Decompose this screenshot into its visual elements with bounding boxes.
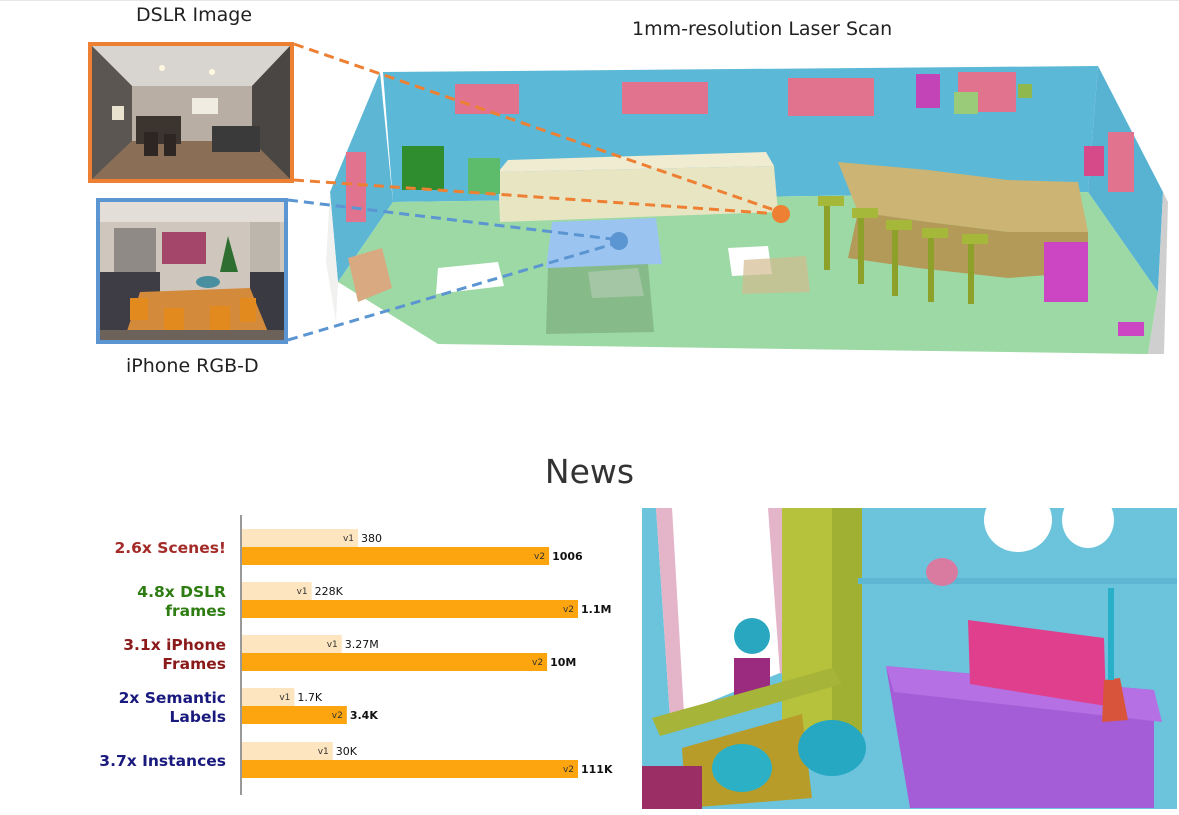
category-label-2-0: 3.1x iPhone: [123, 636, 226, 654]
scan-caption: 1mm-resolution Laser Scan: [632, 18, 893, 40]
bar-v2-1: [242, 600, 578, 618]
category-label-3-1: Labels: [170, 708, 226, 726]
bar-v1-series-label-4: v1: [318, 747, 329, 757]
bar-v2-2: [242, 653, 548, 671]
bar-v2-value-label-1: 1.1M: [581, 603, 611, 616]
category-label-2-1: Frames: [162, 655, 226, 673]
dslr-photo: [88, 42, 294, 183]
bar-v2-series-label-4: v2: [563, 765, 574, 775]
bar-v2-value-label-3: 3.4K: [350, 709, 378, 722]
iphone-caption: iPhone RGB-D: [126, 355, 259, 377]
category-label-1-1: frames: [165, 602, 226, 620]
bar-v1-4: [242, 742, 333, 760]
news-heading: News: [544, 452, 635, 491]
bar-v1-value-label-1: 228K: [315, 585, 344, 598]
bar-v2-4: [242, 760, 578, 778]
bar-v2-series-label-2: v2: [532, 658, 543, 668]
bar-v1-series-label-0: v1: [343, 534, 354, 544]
bar-v2-value-label-0: 1006: [552, 550, 583, 563]
bar-v2-3: [242, 706, 347, 724]
bar-v2-value-label-4: 111K: [581, 763, 613, 776]
bar-v2-series-label-1: v2: [563, 605, 574, 615]
bar-v1-series-label-3: v1: [279, 693, 290, 703]
bar-v1-value-label-0: 380: [361, 532, 382, 545]
bar-v1-0: [242, 529, 359, 547]
bar-v2-value-label-2: 10M: [550, 656, 576, 669]
bar-v1-value-label-2: 3.27M: [345, 638, 379, 651]
bar-v1-3: [242, 688, 295, 706]
bar-v1-1: [242, 582, 312, 600]
bar-v1-series-label-2: v1: [327, 640, 338, 650]
iphone-photo: [96, 198, 288, 344]
bar-v1-series-label-1: v1: [297, 587, 308, 597]
laser-scan-render: [326, 66, 1168, 354]
category-label-4-0: 3.7x Instances: [99, 752, 226, 770]
bar-v1-value-label-4: 30K: [336, 745, 358, 758]
bar-v2-series-label-3: v2: [332, 711, 343, 721]
category-label-1-0: 4.8x DSLR: [137, 583, 226, 601]
top-divider: [0, 0, 1179, 1]
category-label-3-0: 2x Semantic: [119, 689, 226, 707]
dslr-caption: DSLR Image: [136, 4, 253, 26]
category-label-0-0: 2.6x Scenes!: [114, 539, 226, 557]
bar-v1-2: [242, 635, 342, 653]
bar-v2-series-label-0: v2: [534, 552, 545, 562]
semantic-room-render: [642, 508, 1177, 809]
bar-v1-value-label-3: 1.7K: [297, 691, 322, 704]
dataset-growth-chart: v1 380 v2 1006 2.6x Scenes! v1 228K v2 1.1M 4.8x …: [99, 515, 613, 795]
bar-v2-0: [242, 547, 550, 565]
